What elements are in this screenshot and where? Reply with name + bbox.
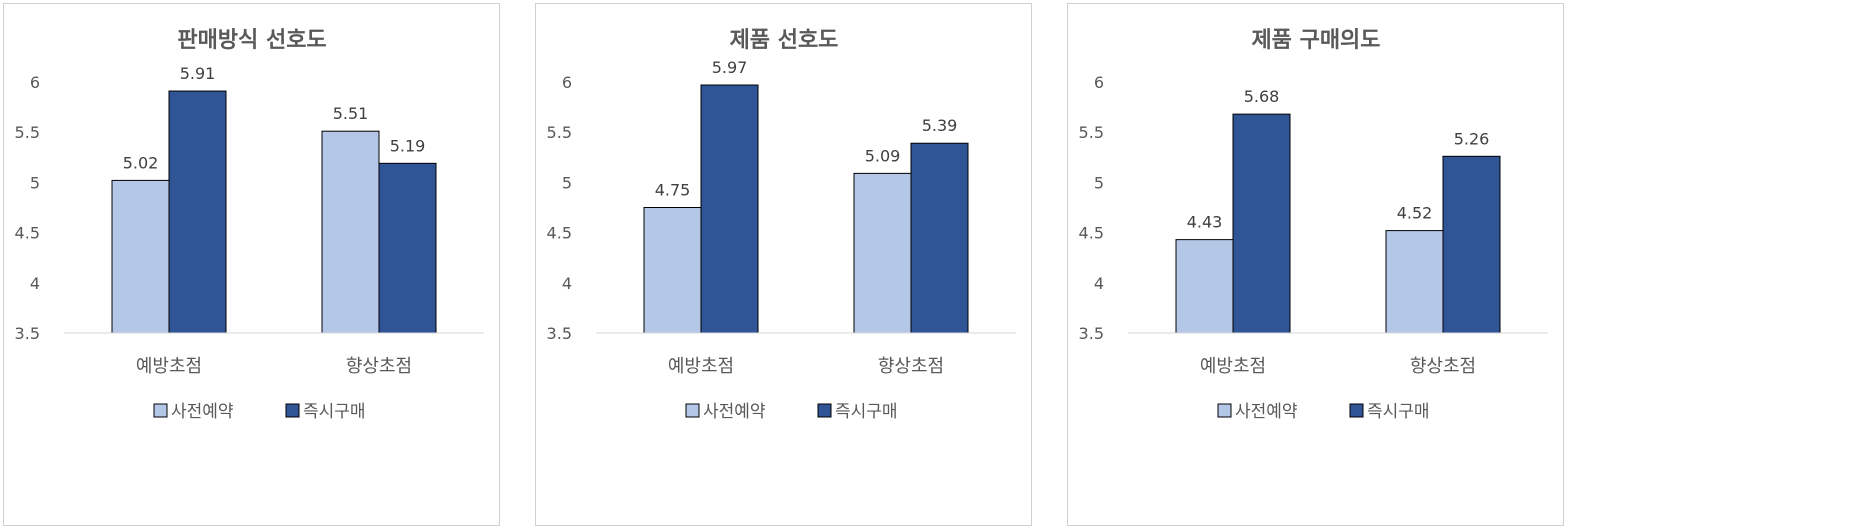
legend-swatch (1349, 403, 1364, 418)
data-label: 5.97 (712, 58, 748, 77)
bar-series-2 (1232, 113, 1291, 334)
data-label: 4.52 (1397, 204, 1433, 223)
bar-series-2 (1442, 155, 1501, 334)
data-label: 5.91 (180, 64, 216, 83)
legend-swatch (153, 403, 168, 418)
data-label: 5.19 (390, 136, 426, 155)
data-label: 5.39 (922, 116, 958, 135)
chart-panel-2: 제품 선호도 3.5 4 4.5 5 5.5 6 4.75 5.97 예방초점 5.09 5.39 향상… (535, 3, 1032, 526)
bar-series-1 (643, 207, 702, 334)
y-tick-label: 6 (30, 73, 40, 92)
chart-title: 제품 선호도 (730, 28, 839, 53)
x-category-label: 향상초점 (1410, 356, 1476, 377)
data-label: 5.26 (1454, 129, 1490, 148)
legend-label: 즉시구매 (303, 402, 366, 422)
x-category-label: 예방초점 (1200, 356, 1266, 377)
y-tick-label: 5 (1094, 173, 1104, 192)
legend-swatch (285, 403, 300, 418)
data-label: 4.75 (655, 181, 691, 200)
chart-panel-3: 제품 구매의도 3.5 4 4.5 5 5.5 6 4.43 5.68 예방초점 4.52 5.26 향… (1067, 3, 1564, 526)
y-tick-label: 4.5 (1079, 224, 1104, 243)
x-category-label: 향상초점 (346, 356, 412, 377)
data-label: 5.51 (333, 104, 369, 123)
chart-3: 제품 구매의도 3.5 4 4.5 5 5.5 6 4.43 5.68 예방초점 4.52 5.26 향… (1079, 28, 1548, 422)
y-tick-label: 5.5 (547, 123, 572, 142)
y-tick-label: 5 (30, 173, 40, 192)
y-tick-label: 3.5 (1079, 324, 1104, 343)
y-tick-label: 3.5 (15, 324, 40, 343)
x-category-label: 예방초점 (668, 356, 734, 377)
chart-2: 제품 선호도 3.5 4 4.5 5 5.5 6 4.75 5.97 예방초점 5.09 5.39 향상… (547, 28, 1016, 422)
y-tick-label: 3.5 (547, 324, 572, 343)
legend-swatch (685, 403, 700, 418)
bar-series-1 (853, 172, 912, 334)
bar-series-2 (378, 162, 437, 334)
bar-series-2 (168, 90, 227, 334)
data-label: 4.43 (1187, 213, 1223, 232)
y-tick-label: 4.5 (547, 224, 572, 243)
y-tick-label: 5.5 (1079, 123, 1104, 142)
bar-series-1 (1175, 239, 1234, 334)
bar-series-1 (111, 179, 170, 334)
bar-series-1 (1385, 230, 1444, 334)
y-tick-label: 5.5 (15, 123, 40, 142)
y-tick-label: 4.5 (15, 224, 40, 243)
chart-title: 판매방식 선호도 (177, 28, 326, 53)
bar-series-1 (321, 130, 380, 334)
data-label: 5.09 (865, 146, 901, 165)
y-tick-label: 4 (30, 274, 40, 293)
x-category-label: 예방초점 (136, 356, 202, 377)
legend-label: 사전예약 (1235, 402, 1298, 422)
y-tick-label: 6 (1094, 73, 1104, 92)
data-label: 5.68 (1244, 87, 1280, 106)
chart-title: 제품 구매의도 (1251, 28, 1380, 53)
y-tick-label: 4 (562, 274, 572, 293)
y-tick-label: 4 (1094, 274, 1104, 293)
bar-series-2 (910, 142, 969, 334)
legend-label: 즉시구매 (1367, 402, 1430, 422)
y-tick-label: 6 (562, 73, 572, 92)
bar-series-2 (700, 84, 759, 334)
legend-label: 사전예약 (703, 402, 766, 422)
x-category-label: 향상초점 (878, 356, 944, 377)
chart-1: 판매방식 선호도 3.5 4 4.5 5 5.5 6 5.02 5.91 예방초점 5.51 5.19… (15, 28, 484, 422)
data-label: 5.02 (123, 153, 159, 172)
y-tick-label: 5 (562, 173, 572, 192)
chart-panel-1: 판매방식 선호도 3.5 4 4.5 5 5.5 6 5.02 5.91 예방초점 5.51 5.19… (3, 3, 500, 526)
legend-swatch (1217, 403, 1232, 418)
legend-label: 즉시구매 (835, 402, 898, 422)
legend-swatch (817, 403, 832, 418)
legend-label: 사전예약 (171, 402, 234, 422)
